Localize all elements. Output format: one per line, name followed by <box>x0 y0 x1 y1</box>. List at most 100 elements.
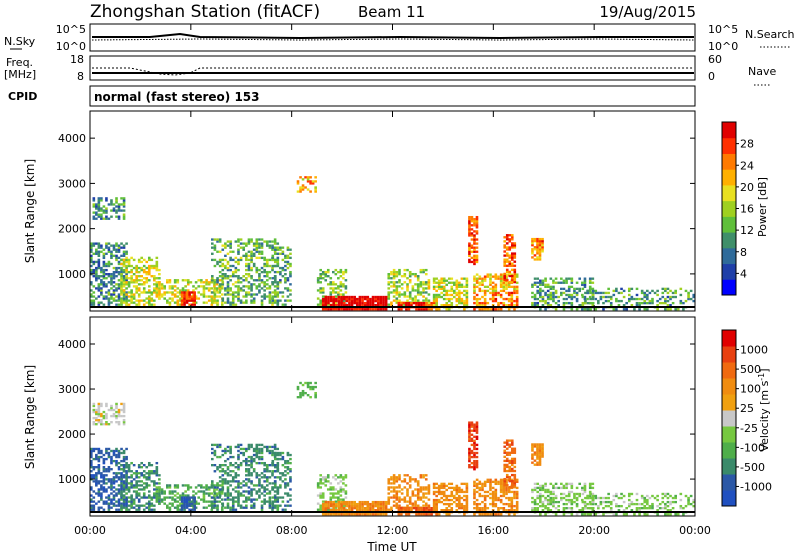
velocity-cell <box>369 513 372 516</box>
power-cell <box>231 270 235 274</box>
velocity-cell <box>355 513 359 516</box>
power-cell <box>263 270 266 274</box>
velocity-cell <box>226 486 230 489</box>
power-cell <box>398 285 401 288</box>
power-cell <box>137 258 141 262</box>
power-cell <box>403 303 407 306</box>
power-cell <box>465 289 469 293</box>
power-cell <box>473 295 476 299</box>
velocity-cell <box>374 500 377 504</box>
power-cell <box>475 285 479 288</box>
velocity-cell <box>145 502 149 505</box>
velocity-cell <box>260 457 264 461</box>
velocity-cell <box>609 506 613 510</box>
power-cell <box>252 279 256 282</box>
power-cell <box>265 258 269 262</box>
power-cell <box>345 299 349 303</box>
power-cell <box>475 256 479 260</box>
velocity-cell <box>155 498 159 501</box>
power-cell <box>95 242 98 245</box>
power-cell <box>100 289 103 292</box>
velocity-cell <box>117 421 121 424</box>
power-cell <box>445 308 449 311</box>
power-cell <box>155 283 159 286</box>
power-cell <box>458 283 461 286</box>
power-cell <box>478 297 482 301</box>
power-cell <box>224 258 227 262</box>
power-cell <box>473 291 476 295</box>
velocity-cell <box>239 443 243 447</box>
velocity-cell <box>326 476 330 479</box>
velocity-cell <box>513 447 517 450</box>
velocity-cell <box>120 447 123 451</box>
velocity-cell <box>117 414 121 418</box>
velocity-cell <box>105 490 108 493</box>
power-cell <box>353 301 356 305</box>
power-cell <box>533 248 537 251</box>
velocity-cell <box>329 500 333 504</box>
power-cell <box>481 283 484 286</box>
power-cell <box>127 299 131 302</box>
velocity-cell <box>97 492 101 495</box>
velocity-cell <box>250 494 253 497</box>
power-cell <box>361 299 364 303</box>
velocity-cell <box>552 492 555 496</box>
velocity-cell <box>622 509 626 512</box>
velocity-cell <box>503 463 507 467</box>
power-cell <box>166 291 169 294</box>
power-cell <box>97 303 101 306</box>
velocity-cell <box>311 387 315 391</box>
velocity-cell <box>427 488 431 491</box>
power-cell <box>281 291 285 294</box>
power-cell <box>342 303 346 307</box>
velocity-cell <box>562 486 566 490</box>
velocity-cell <box>117 412 121 416</box>
velocity-cell <box>105 414 108 418</box>
velocity-cell <box>578 482 582 486</box>
power-cell <box>112 293 116 296</box>
power-cell <box>463 289 466 293</box>
power-cell <box>340 301 343 305</box>
power-cell <box>340 299 343 303</box>
velocity-cell <box>420 513 423 516</box>
velocity-cell <box>120 476 123 479</box>
velocity-cell <box>102 414 106 418</box>
power-cell <box>95 250 98 253</box>
velocity-cell <box>276 504 280 507</box>
velocity-cell <box>229 498 232 501</box>
power-cell <box>339 289 343 292</box>
power-cell <box>334 301 338 304</box>
velocity-cell <box>231 480 235 483</box>
velocity-cell <box>392 474 396 477</box>
velocity-cell <box>281 455 285 459</box>
velocity-cell <box>400 492 404 495</box>
velocity-cell <box>536 453 539 456</box>
power-cell <box>505 264 509 267</box>
power-cell <box>176 301 180 304</box>
power-cell <box>226 283 230 286</box>
power-cell <box>247 287 251 290</box>
power-cell <box>226 299 230 302</box>
velocity-cell <box>531 443 534 446</box>
power-cell <box>224 277 227 280</box>
velocity-cell <box>258 461 261 465</box>
velocity-cell <box>442 486 446 490</box>
power-cell <box>273 242 277 245</box>
power-cell <box>567 295 571 299</box>
power-cell <box>549 291 553 295</box>
velocity-cell <box>120 480 123 483</box>
power-cell <box>226 281 230 284</box>
velocity-cell <box>211 457 214 461</box>
velocity-cell <box>92 466 96 469</box>
velocity-cell <box>185 498 189 501</box>
velocity-cell <box>221 478 225 481</box>
velocity-cell <box>112 478 116 481</box>
power-cell <box>470 215 474 219</box>
velocity-cell <box>510 451 514 454</box>
power-cell <box>324 279 328 282</box>
power-cell <box>231 299 235 302</box>
power-cell <box>541 250 544 253</box>
power-cell <box>510 256 514 259</box>
power-cell <box>274 299 277 302</box>
velocity-cell <box>226 498 230 501</box>
